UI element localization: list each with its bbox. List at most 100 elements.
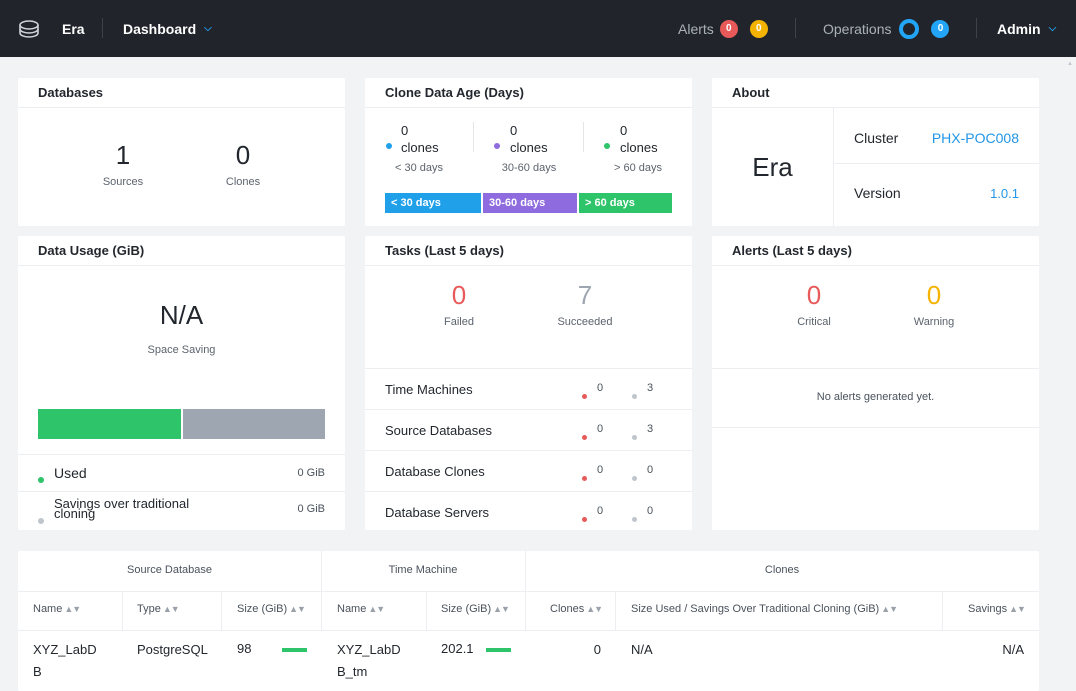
savings-dot bbox=[38, 511, 44, 529]
column-label: Size Used / Savings Over Traditional Clo… bbox=[631, 603, 880, 615]
used-dot bbox=[38, 470, 44, 488]
table-row[interactable]: XYZ_LabD B PostgreSQL 98 XYZ_LabD B_tm 202… bbox=[18, 631, 1039, 691]
clones-label: Clones bbox=[225, 176, 261, 188]
alerts-critical-count[interactable]: 0 bbox=[806, 280, 822, 310]
cell-text: XYZ_LabD bbox=[33, 642, 97, 657]
divider bbox=[583, 122, 584, 152]
sort-icon[interactable]: ▲▼ bbox=[1009, 604, 1026, 614]
column-header-type[interactable]: Type ▲▼ bbox=[137, 603, 180, 615]
tasks-succeeded-count[interactable]: 7 bbox=[577, 280, 593, 310]
task-row-label[interactable]: Source Databases bbox=[385, 423, 492, 438]
clones-cell: 0 bbox=[593, 642, 601, 657]
column-header-source-name[interactable]: Name ▲▼ bbox=[33, 603, 81, 615]
used-value: 0 GiB bbox=[297, 467, 325, 479]
divider bbox=[473, 122, 474, 152]
sort-icon[interactable]: ▲▼ bbox=[368, 604, 385, 614]
column-header-savings[interactable]: Savings ▲▼ bbox=[968, 603, 1026, 615]
column-header-tm-name[interactable]: Name ▲▼ bbox=[337, 603, 385, 615]
alerts-warning-count[interactable]: 0 bbox=[926, 280, 942, 310]
divider bbox=[221, 591, 222, 631]
cell-text: XYZ_LabD bbox=[337, 642, 401, 657]
dashboard-menu-label: Dashboard bbox=[123, 20, 197, 37]
sort-icon[interactable]: ▲▼ bbox=[493, 604, 510, 614]
divider bbox=[712, 427, 1039, 428]
age-group-30to60: 0 clones bbox=[510, 122, 548, 156]
source-name-cell[interactable]: XYZ_LabD B bbox=[33, 639, 97, 683]
version-label: Version bbox=[854, 185, 901, 201]
column-label: Size (GiB) bbox=[441, 603, 492, 615]
group-header-source-database: Source Database bbox=[127, 564, 212, 576]
column-header-source-size[interactable]: Size (GiB) ▲▼ bbox=[237, 603, 306, 615]
version-value: 1.0.1 bbox=[990, 186, 1019, 201]
age-unit: clones bbox=[620, 140, 658, 155]
age-count: 0 bbox=[620, 123, 628, 138]
divider bbox=[712, 368, 1039, 369]
age-range: 30-60 days bbox=[501, 162, 557, 174]
user-menu[interactable]: Admin ⌵ bbox=[997, 0, 1056, 57]
divider bbox=[18, 107, 345, 108]
alerts-indicator[interactable]: Alerts 0 0 bbox=[678, 0, 768, 57]
task-row-succeeded: 3 bbox=[647, 382, 654, 394]
clones-count[interactable]: 0 bbox=[235, 140, 251, 170]
sort-icon[interactable]: ▲▼ bbox=[162, 604, 180, 614]
failed-dot bbox=[582, 386, 587, 404]
divider bbox=[365, 368, 692, 369]
sources-count[interactable]: 1 bbox=[115, 140, 131, 170]
column-label: Size (GiB) bbox=[237, 603, 288, 615]
task-row-label[interactable]: Database Clones bbox=[385, 464, 485, 479]
failed-dot bbox=[582, 509, 587, 527]
sort-icon[interactable]: ▲▼ bbox=[586, 604, 603, 614]
age-dot-lt30 bbox=[386, 136, 392, 154]
divider bbox=[18, 454, 345, 455]
task-row-label[interactable]: Time Machines bbox=[385, 382, 473, 397]
product-name: Era bbox=[752, 152, 793, 182]
alerts-warning-badge[interactable]: 0 bbox=[749, 19, 768, 38]
age-bar-lt30[interactable]: < 30 days bbox=[385, 193, 481, 213]
age-bar-gt60[interactable]: > 60 days bbox=[579, 193, 672, 213]
dashboard-menu[interactable]: Dashboard ⌵ bbox=[123, 0, 212, 57]
succeeded-dot bbox=[632, 427, 637, 445]
usage-bar-used bbox=[38, 409, 181, 439]
age-range: > 60 days bbox=[613, 162, 662, 174]
savings-cell: N/A bbox=[1002, 642, 1024, 657]
divider bbox=[365, 107, 692, 108]
column-header-tm-size[interactable]: Size (GiB) ▲▼ bbox=[441, 603, 510, 615]
size-used-cell: N/A bbox=[631, 642, 653, 657]
tasks-failed-label: Failed bbox=[444, 316, 474, 328]
divider bbox=[942, 591, 943, 631]
divider bbox=[795, 18, 796, 38]
tm-name-cell[interactable]: XYZ_LabD B_tm bbox=[337, 639, 401, 683]
data-usage-card: Data Usage (GiB) N/A Space Saving Used 0… bbox=[18, 236, 345, 530]
databases-card: Databases 1 Sources 0 Clones bbox=[18, 78, 345, 226]
age-bar-30to60[interactable]: 30-60 days bbox=[483, 193, 577, 213]
cluster-label: Cluster bbox=[854, 130, 899, 146]
sort-icon[interactable]: ▲▼ bbox=[64, 604, 81, 614]
alerts-critical-label: Critical bbox=[797, 316, 831, 328]
divider bbox=[365, 265, 692, 266]
tm-size-bar bbox=[486, 648, 511, 652]
source-size-bar bbox=[282, 648, 307, 652]
divider bbox=[525, 551, 526, 591]
tasks-failed-count[interactable]: 0 bbox=[451, 280, 467, 310]
database-summary-table: Source Database Time Machine Clones Name… bbox=[18, 551, 1039, 691]
operations-label: Operations bbox=[823, 20, 892, 37]
column-header-clones[interactable]: Clones ▲▼ bbox=[550, 603, 603, 615]
sort-icon[interactable]: ▲▼ bbox=[289, 604, 306, 614]
card-title: Clone Data Age (Days) bbox=[385, 85, 524, 100]
column-header-size-used[interactable]: Size Used / Savings Over Traditional Clo… bbox=[631, 603, 898, 615]
era-logo-icon[interactable] bbox=[18, 0, 40, 57]
page-scrollbar[interactable]: ▲ bbox=[1064, 57, 1076, 691]
card-title: About bbox=[732, 85, 770, 100]
task-row-label[interactable]: Database Servers bbox=[385, 505, 490, 520]
alerts-critical-badge[interactable]: 0 bbox=[719, 19, 738, 38]
user-name: Admin bbox=[997, 20, 1041, 37]
operations-count-badge[interactable]: 0 bbox=[931, 19, 950, 38]
source-size-cell: 98 bbox=[237, 641, 252, 656]
divider bbox=[18, 591, 1039, 592]
scroll-up-icon[interactable]: ▲ bbox=[1067, 61, 1073, 67]
divider bbox=[321, 591, 322, 631]
operations-indicator[interactable]: Operations 0 bbox=[823, 0, 950, 57]
sort-icon[interactable]: ▲▼ bbox=[881, 604, 898, 614]
chevron-down-icon: ⌵ bbox=[1048, 23, 1057, 34]
cluster-link[interactable]: PHX-POC008 bbox=[931, 130, 1019, 146]
